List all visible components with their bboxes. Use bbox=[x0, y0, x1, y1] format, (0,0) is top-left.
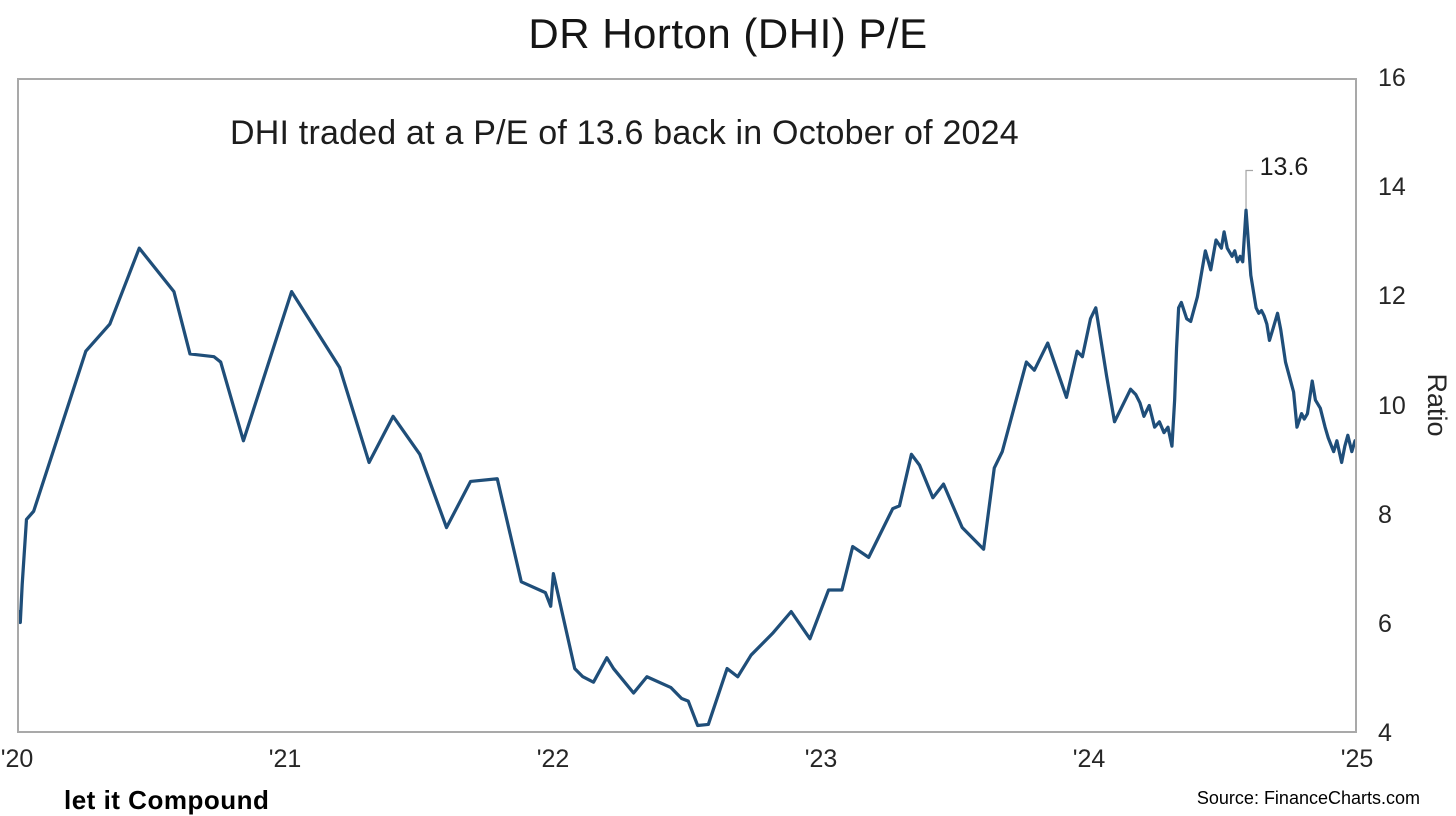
x-tick-label: '22 bbox=[536, 745, 570, 773]
x-tick-label: '25 bbox=[1340, 745, 1374, 773]
y-axis-title: Ratio bbox=[1422, 373, 1453, 437]
x-tick-label: '24 bbox=[1072, 745, 1106, 773]
y-tick-label: 8 bbox=[1378, 500, 1392, 529]
callout-line bbox=[1245, 169, 1254, 211]
chart-annotation: DHI traded at a P/E of 13.6 back in Octo… bbox=[230, 114, 1019, 152]
pe-ratio-line bbox=[19, 208, 1355, 728]
pe-line-chart bbox=[19, 169, 1355, 728]
x-tick-label: '21 bbox=[268, 745, 302, 773]
x-tick-label: '23 bbox=[804, 745, 838, 773]
peak-value-label: 13.6 bbox=[1259, 153, 1309, 181]
y-tick-label: 14 bbox=[1378, 173, 1406, 202]
y-tick-label: 4 bbox=[1378, 719, 1392, 747]
plot-area bbox=[17, 78, 1357, 733]
y-tick-label: 6 bbox=[1378, 609, 1392, 638]
brand-logo-text: let it Compound bbox=[64, 785, 270, 815]
y-tick-label: 10 bbox=[1378, 391, 1406, 420]
y-tick-label: 12 bbox=[1378, 282, 1406, 311]
y-tick-label: 16 bbox=[1378, 64, 1406, 92]
x-tick-label: '20 bbox=[0, 745, 34, 773]
chart-title: DR Horton (DHI) P/E bbox=[528, 10, 928, 57]
source-credit: Source: FinanceCharts.com bbox=[1196, 788, 1420, 808]
